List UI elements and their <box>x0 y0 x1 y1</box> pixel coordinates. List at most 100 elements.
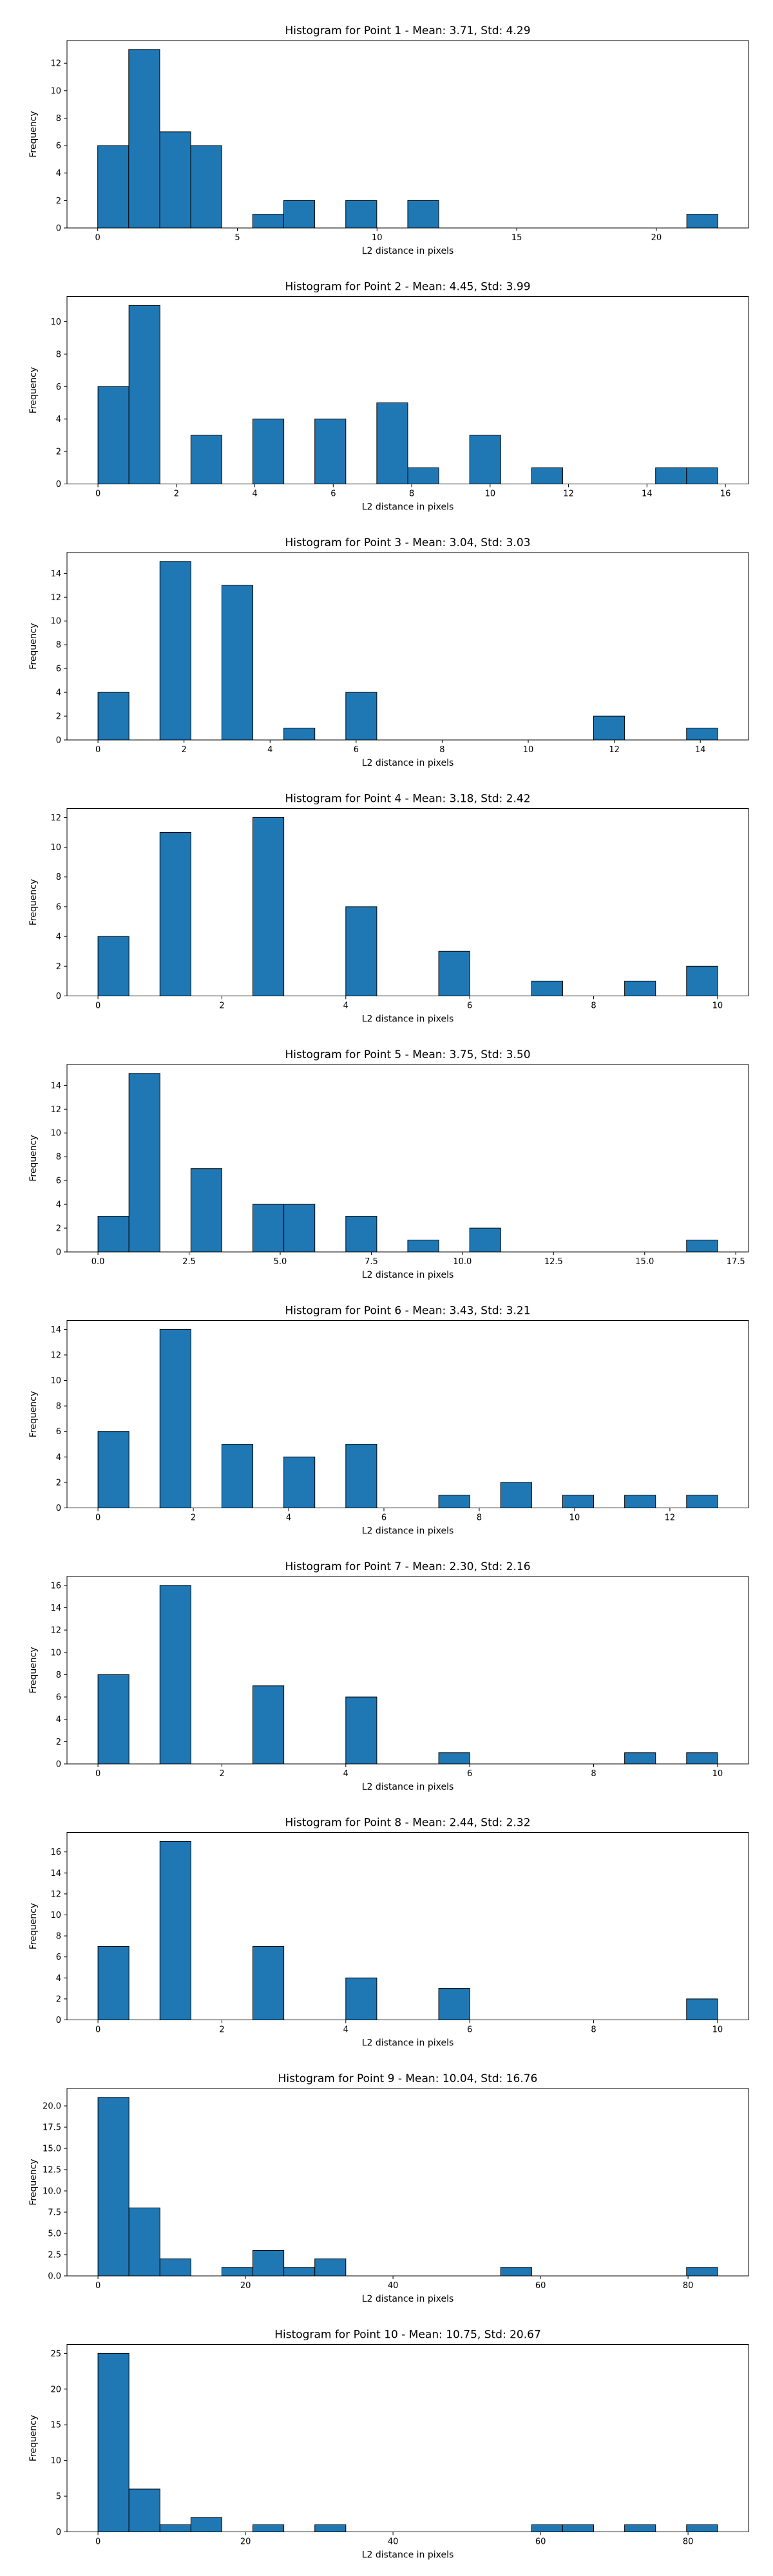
x-tick-label: 40 <box>388 2537 399 2547</box>
chart-title: Histogram for Point 2 - Mean: 4.45, Std:… <box>285 281 530 294</box>
x-tick-label: 10 <box>485 489 496 499</box>
y-tick-label: 0 <box>56 2528 61 2537</box>
y-tick-label: 5.0 <box>48 2230 61 2239</box>
histogram-bar <box>128 2488 160 2532</box>
x-tick-label: 4 <box>267 745 272 755</box>
y-tick-label: 10 <box>50 1911 61 1920</box>
histogram-bar <box>686 965 718 997</box>
histogram-bar <box>345 1216 377 1253</box>
histogram-bar <box>686 467 718 484</box>
x-tick-label: 8 <box>439 745 444 755</box>
histogram-bar <box>469 435 501 485</box>
histogram-bar <box>97 2097 129 2277</box>
histogram-bar <box>283 200 316 229</box>
y-tick-label: 25 <box>50 2349 61 2359</box>
histogram-panel-9: Histogram for Point 9 - Mean: 10.04, Std… <box>28 2072 749 2304</box>
axes-frame <box>66 2088 749 2277</box>
y-tick-label: 7.5 <box>48 2208 61 2218</box>
x-tick-label: 4 <box>343 2025 348 2035</box>
histogram-bar <box>253 1204 285 1253</box>
y-tick-label: 4 <box>56 169 61 178</box>
histogram-bar <box>159 561 191 741</box>
chart-title: Histogram for Point 4 - Mean: 3.18, Std:… <box>285 793 530 806</box>
y-tick-label: 6 <box>56 665 61 674</box>
x-tick-label: 0 <box>95 2025 100 2035</box>
x-tick-label: 0 <box>95 489 100 499</box>
histogram-bar <box>655 467 687 484</box>
histogram-bar <box>190 145 222 229</box>
x-tick-label: 0 <box>95 2537 100 2547</box>
histogram-bar <box>407 467 439 484</box>
histogram-bar <box>97 692 129 741</box>
y-tick-label: 15.0 <box>43 2145 61 2154</box>
histogram-panel-1: Histogram for Point 1 - Mean: 3.71, Std:… <box>28 24 749 256</box>
histogram-bar <box>686 1752 718 1765</box>
x-tick-label: 12.5 <box>544 1257 563 1267</box>
y-tick-label: 2 <box>56 448 61 457</box>
y-tick-label: 12 <box>50 1626 61 1636</box>
y-tick-label: 8 <box>56 873 61 882</box>
histogram-bar <box>686 214 718 229</box>
x-tick-label: 40 <box>388 2281 399 2291</box>
histogram-bar <box>345 1444 377 1509</box>
x-tick-label: 6 <box>467 1001 472 1011</box>
axes-frame <box>66 296 749 484</box>
y-tick-label: 8 <box>56 1153 61 1162</box>
y-tick-label: 4 <box>56 415 61 424</box>
y-tick-label: 2 <box>56 196 61 206</box>
y-axis-label: Frequency <box>28 2415 39 2461</box>
x-tick-label: 60 <box>535 2281 546 2291</box>
y-tick-label: 0.0 <box>48 2272 61 2282</box>
x-tick-label: 0 <box>95 745 100 755</box>
y-tick-label: 8 <box>56 1671 61 1680</box>
y-axis-label: Frequency <box>28 1135 39 1181</box>
histogram-bar <box>190 435 222 485</box>
histogram-bar <box>562 2524 595 2533</box>
axes-frame <box>66 1832 749 2020</box>
x-tick-label: 14 <box>695 745 706 755</box>
x-tick-label: 10 <box>523 745 534 755</box>
histogram-bar <box>624 1495 656 1509</box>
histogram-bar <box>531 2524 563 2533</box>
x-tick-label: 80 <box>683 2281 694 2291</box>
chart-title: Histogram for Point 7 - Mean: 2.30, Std:… <box>285 1560 530 1573</box>
x-tick-label: 0 <box>95 1001 100 1011</box>
chart-title: Histogram for Point 3 - Mean: 3.04, Std:… <box>285 536 530 549</box>
y-tick-label: 2 <box>56 962 61 972</box>
histogram-bar <box>128 2207 160 2277</box>
histogram-bar <box>407 200 439 229</box>
histogram-bar <box>97 2353 129 2533</box>
x-axis-label: L2 distance in pixels <box>362 1526 454 1537</box>
y-tick-label: 16 <box>50 1581 61 1591</box>
x-tick-label: 10.0 <box>453 1257 472 1267</box>
histogram-bar <box>686 2267 718 2277</box>
y-tick-label: 6 <box>56 1427 61 1437</box>
histogram-bar <box>562 1495 595 1509</box>
histogram-bar <box>221 2267 254 2277</box>
x-tick-label: 6 <box>354 745 359 755</box>
x-tick-label: 6 <box>467 2025 472 2035</box>
y-tick-label: 14 <box>50 569 61 579</box>
x-tick-label: 8 <box>591 1001 596 1011</box>
y-tick-label: 12 <box>50 1350 61 1360</box>
histogram-panel-7: Histogram for Point 7 - Mean: 2.30, Std:… <box>28 1560 749 1792</box>
x-tick-label: 2.5 <box>182 1257 196 1267</box>
y-tick-label: 0 <box>56 1248 61 1258</box>
x-tick-label: 0 <box>95 1769 100 1779</box>
axes-frame <box>66 552 749 741</box>
y-tick-label: 4 <box>56 688 61 698</box>
y-tick-label: 6 <box>56 1953 61 1962</box>
chart-title: Histogram for Point 8 - Mean: 2.44, Std:… <box>285 1817 530 1830</box>
histogram-bar <box>438 1988 470 2021</box>
x-tick-label: 0.0 <box>91 1257 105 1267</box>
y-tick-label: 8 <box>56 350 61 359</box>
histogram-bar <box>97 1216 129 1253</box>
x-tick-label: 60 <box>535 2537 546 2547</box>
x-tick-label: 4 <box>343 1769 348 1779</box>
histogram-panel-10: Histogram for Point 10 - Mean: 10.75, St… <box>28 2329 749 2561</box>
histogram-bar <box>252 214 284 229</box>
histogram-panel-3: Histogram for Point 3 - Mean: 3.04, Std:… <box>28 536 749 768</box>
x-tick-label: 6 <box>467 1769 472 1779</box>
histogram-bar <box>283 728 316 741</box>
x-axis-label: L2 distance in pixels <box>362 2294 454 2304</box>
